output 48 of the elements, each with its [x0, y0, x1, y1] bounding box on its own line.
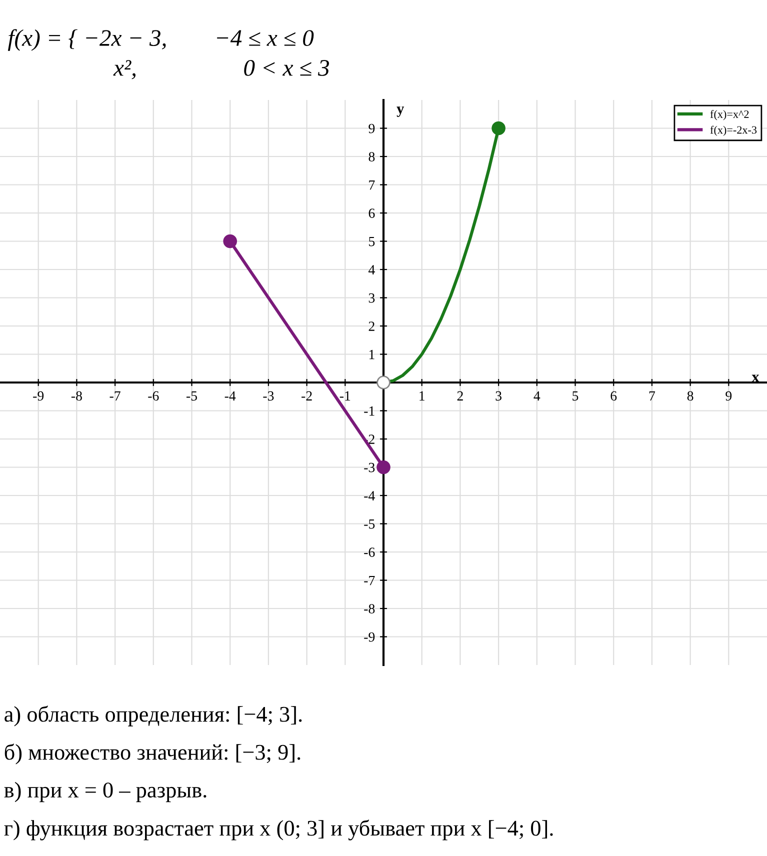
y-tick-label: -5: [364, 519, 375, 529]
text: в) при x = 0 – разрыв.: [4, 782, 206, 802]
point: [376, 460, 390, 474]
y-tick-label: 7: [369, 180, 375, 190]
x-tick-label: -5: [186, 391, 197, 401]
text: г) функция возрастает при x (0; 3] и убывает при x [−4; 0].: [4, 820, 553, 840]
y-axis-title: y: [396, 106, 404, 117]
x-tick-label: -6: [148, 391, 159, 401]
y-tick-label: -9: [364, 632, 375, 642]
y-tick-label: 2: [368, 322, 374, 331]
x-tick-label: 9: [726, 391, 732, 401]
y-tick-label: 5: [369, 236, 375, 246]
x-tick-label: -2: [302, 391, 312, 400]
x-tick-label: 5: [572, 391, 578, 401]
y-tick-label: 4: [368, 265, 375, 274]
point: [492, 121, 506, 136]
text: б) множество значений: [−3; 9].: [4, 744, 300, 764]
chart-title: f(x) = { −2x − 3, −4 ≤ x ≤ 0: [8, 29, 314, 51]
text: а) область определения: [−4; 3].: [4, 706, 302, 726]
x-tick-label: -4: [224, 391, 236, 400]
x-tick-label: -3: [263, 391, 274, 401]
y-tick-label: -4: [364, 491, 375, 500]
x-tick-label: 7: [649, 391, 656, 400]
y-tick-label: -7: [364, 576, 375, 586]
y-tick-label: -1: [364, 406, 374, 416]
legend-label: f(x)=x^2: [710, 110, 749, 120]
y-tick-label: 6: [368, 208, 375, 218]
y-tick-label: 1: [369, 350, 374, 360]
y-tick-label: 3: [368, 293, 375, 303]
y-tick-label: 8: [368, 152, 375, 162]
y-tick-label: 9: [368, 124, 375, 134]
x-tick-label: -1: [340, 391, 350, 400]
y-tick-label: -6: [364, 548, 375, 557]
legend-label: f(x)=-2x-3: [710, 126, 757, 136]
x-tick-label: -8: [71, 391, 82, 401]
x-tick-label: -9: [33, 391, 44, 401]
point: [223, 234, 238, 248]
x-tick-label: 3: [496, 391, 502, 401]
point: [376, 376, 390, 390]
x-tick-label: 4: [534, 391, 540, 400]
x-tick-label: 8: [687, 391, 694, 401]
x-tick-label: 2: [457, 391, 463, 400]
x-tick-label: 6: [610, 391, 617, 401]
x-tick-label: -7: [110, 391, 120, 400]
y-tick-label: -3: [364, 462, 375, 472]
chart-subtitle: x², 0 < x ≤ 3: [113, 60, 329, 80]
x-tick-label: 1: [420, 391, 424, 400]
y-tick-label: -8: [364, 604, 375, 614]
